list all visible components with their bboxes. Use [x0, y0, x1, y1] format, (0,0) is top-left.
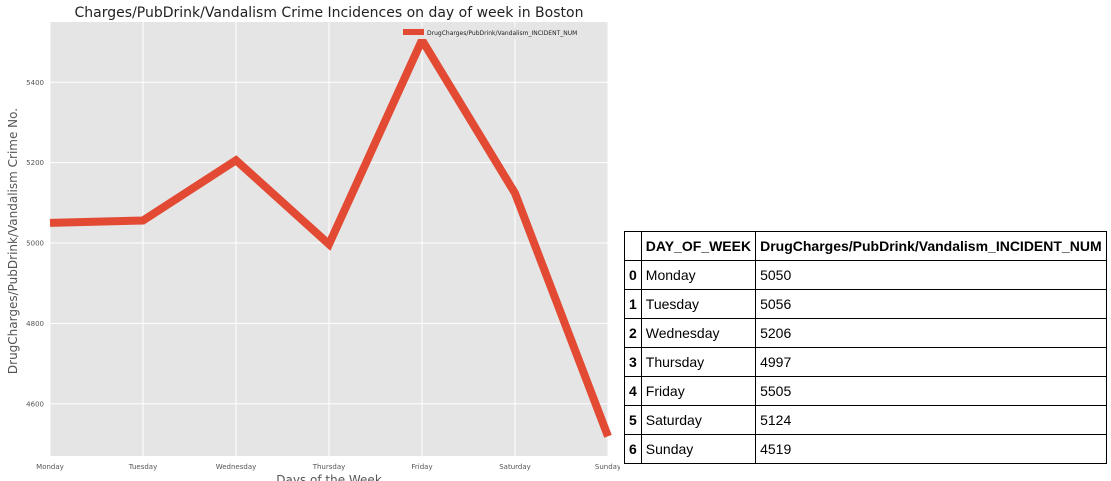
- table-cell-count: 5124: [755, 405, 1107, 435]
- table-cell-count: 5050: [755, 260, 1107, 290]
- table-index-header: [624, 231, 642, 261]
- y-axis-label: DrugCharges/PubDrink/Vandalism Crime No.: [6, 108, 20, 374]
- table-cell-day: Thursday: [640, 347, 757, 377]
- table-cell-count: 5206: [755, 318, 1107, 348]
- y-tick-label: 4800: [26, 320, 44, 328]
- x-tick-label: Saturday: [499, 463, 531, 471]
- table-row-index: 6: [624, 434, 642, 464]
- legend-box: [400, 27, 605, 39]
- table-row: 1 Tuesday 5056: [624, 289, 1107, 319]
- legend-label: DrugCharges/PubDrink/Vandalism_INCIDENT_…: [427, 30, 577, 37]
- x-axis-label: Days of the Week: [276, 473, 382, 481]
- x-tick-label: Wednesday: [216, 463, 257, 471]
- table-row: 6 Sunday 4519: [624, 434, 1107, 464]
- table-row: 5 Saturday 5124: [624, 405, 1107, 435]
- x-tick-labels: Monday Tuesday Wednesday Thursday Friday Satu…: [36, 463, 620, 471]
- table-cell-day: Sunday: [640, 434, 757, 464]
- y-tick-label: 5000: [26, 240, 44, 248]
- table-cell-count: 4519: [755, 434, 1107, 464]
- table-cell-day: Monday: [640, 260, 757, 290]
- table-header-day: DAY_OF_WEEK: [640, 231, 757, 261]
- x-tick-label: Monday: [36, 463, 64, 471]
- table-row-index: 2: [624, 318, 642, 348]
- table-header-count: DrugCharges/PubDrink/Vandalism_INCIDENT_…: [755, 231, 1107, 261]
- y-tick-label: 5200: [26, 159, 44, 167]
- table-cell-count: 4997: [755, 347, 1107, 377]
- x-tick-label: Friday: [411, 463, 432, 471]
- data-table: DAY_OF_WEEK DrugCharges/PubDrink/Vandali…: [624, 231, 1107, 464]
- y-tick-label: 5400: [26, 79, 44, 87]
- legend: DrugCharges/PubDrink/Vandalism_INCIDENT_…: [400, 27, 605, 39]
- table-cell-day: Tuesday: [640, 289, 757, 319]
- table-cell-day: Wednesday: [640, 318, 757, 348]
- y-tick-labels: 4600 4800 5000 5200 5400: [26, 79, 44, 408]
- table-row: 0 Monday 5050: [624, 260, 1107, 290]
- table-header-row: DAY_OF_WEEK DrugCharges/PubDrink/Vandali…: [624, 231, 1107, 261]
- table-cell-count: 5505: [755, 376, 1107, 406]
- series-layer: [49, 31, 612, 438]
- table-row: 4 Friday 5505: [624, 376, 1107, 406]
- table-row: 3 Thursday 4997: [624, 347, 1107, 377]
- table-row: 2 Wednesday 5206: [624, 318, 1107, 348]
- table-row-index: 5: [624, 405, 642, 435]
- line-chart: Monday Tuesday Wednesday Thursday Friday Satu…: [6, 5, 620, 481]
- table-row-index: 1: [624, 289, 642, 319]
- table-cell-count: 5056: [755, 289, 1107, 319]
- table-cell-day: Friday: [640, 376, 757, 406]
- y-tick-label: 4600: [26, 400, 44, 408]
- table-row-index: 0: [624, 260, 642, 290]
- x-tick-label: Thursday: [312, 463, 346, 471]
- chart-title: Charges/PubDrink/Vandalism Crime Inciden…: [75, 5, 584, 21]
- x-tick-label: Tuesday: [128, 463, 157, 471]
- legend-swatch: [403, 29, 424, 35]
- table-row-index: 3: [624, 347, 642, 377]
- table-cell-day: Saturday: [640, 405, 757, 435]
- x-tick-label: Sunday: [595, 463, 620, 471]
- table-row-index: 4: [624, 376, 642, 406]
